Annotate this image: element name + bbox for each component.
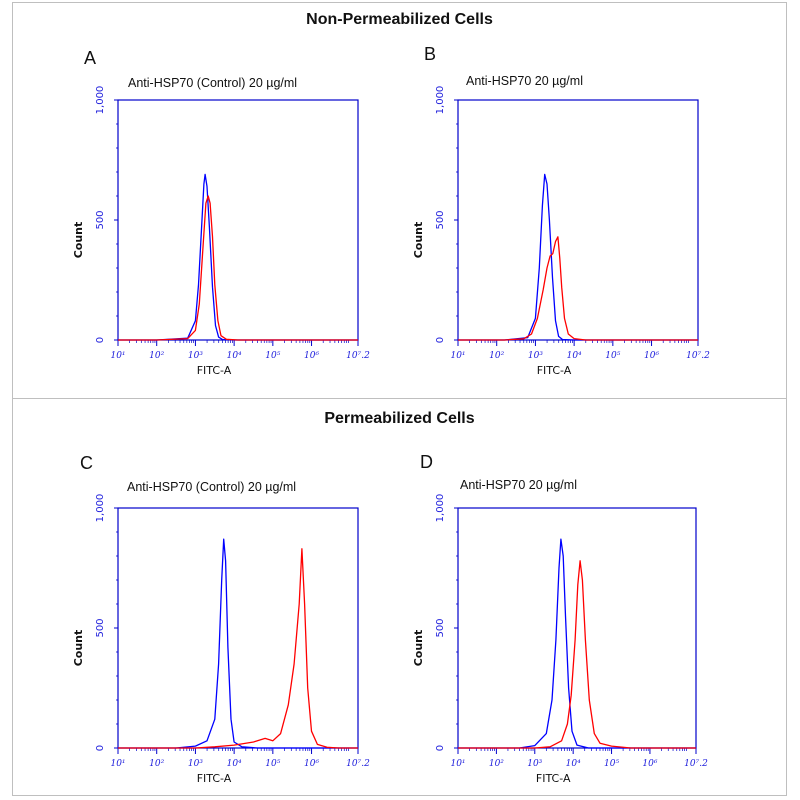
x-tick-label: 10⁵ bbox=[604, 759, 619, 769]
x-axis-label: FITC-A bbox=[536, 772, 571, 785]
section-title: Permeabilized Cells bbox=[324, 410, 475, 427]
panel-letter: B bbox=[424, 44, 437, 64]
plot-frame bbox=[457, 99, 699, 341]
panel-label: Anti-HSP70 20 µg/ml bbox=[460, 478, 577, 492]
x-tick-label: 10¹ bbox=[110, 351, 125, 361]
x-tick-label: 10⁷.2 bbox=[346, 759, 370, 769]
histogram-plot-c: 0 500 1,000 10¹ 10² 10³ 10⁴ 10⁵ 10⁶ 10⁷.2 FITC-A Co… bbox=[72, 494, 370, 785]
x-tick-label: 10¹ bbox=[110, 759, 125, 769]
y-tick-label: 500 bbox=[95, 618, 106, 637]
y-tick-label: 0 bbox=[435, 745, 446, 751]
x-axis-label: FITC-A bbox=[537, 364, 572, 377]
x-tick-label: 10⁶ bbox=[642, 759, 657, 769]
x-tick-label: 10² bbox=[489, 759, 504, 769]
antibody-histogram-line bbox=[458, 236, 698, 341]
x-tick-label: 10⁵ bbox=[265, 351, 280, 361]
section-permeabilized: Permeabilized Cells bbox=[12, 398, 787, 796]
control-histogram-line bbox=[458, 538, 696, 749]
y-tick-label: 1,000 bbox=[95, 86, 106, 115]
y-tick-label: 0 bbox=[95, 745, 106, 751]
x-tick-label: 10¹ bbox=[450, 351, 465, 361]
panel-letter: D bbox=[420, 452, 433, 472]
y-tick-label: 1,000 bbox=[95, 494, 106, 523]
panel-label: Anti-HSP70 (Control) 20 µg/ml bbox=[128, 76, 298, 90]
plot-frame bbox=[117, 99, 359, 341]
y-tick-label: 0 bbox=[435, 337, 446, 343]
antibody-histogram-line bbox=[118, 548, 358, 749]
x-tick-label: 10³ bbox=[527, 759, 542, 769]
x-tick-label: 10⁴ bbox=[227, 351, 242, 361]
antibody-histogram-line bbox=[118, 195, 358, 341]
y-axis-label: Count bbox=[412, 222, 425, 259]
y-tick-label: 500 bbox=[435, 210, 446, 229]
x-axis-label: FITC-A bbox=[197, 364, 232, 377]
y-axis-label: Count bbox=[412, 630, 425, 667]
control-histogram-line bbox=[118, 538, 358, 749]
histogram-plot-b: 0 500 1,000 10¹ 10² 10³ 10⁴ 10⁵ 10⁶ 10⁷.2 FITC-A Co… bbox=[412, 86, 710, 377]
x-tick-label: 10² bbox=[149, 351, 164, 361]
x-tick-label: 10² bbox=[149, 759, 164, 769]
y-tick-label: 1,000 bbox=[435, 86, 446, 115]
x-tick-label: 10⁷.2 bbox=[686, 351, 710, 361]
x-tick-label: 10⁴ bbox=[567, 351, 582, 361]
y-tick-label: 500 bbox=[95, 210, 106, 229]
x-tick-label: 10⁴ bbox=[566, 759, 581, 769]
x-tick-label: 10⁶ bbox=[304, 759, 319, 769]
histogram-plot-d: 0 500 1,000 10¹ 10² 10³ 10⁴ 10⁵ 10⁶ 10⁷.2 FITC-A Co… bbox=[412, 494, 708, 785]
x-tick-label: 10³ bbox=[188, 759, 203, 769]
panel-letter: C bbox=[80, 453, 93, 473]
plot-frame bbox=[117, 507, 359, 749]
histogram-plot-a: 0 500 1,000 10¹ 10² 10³ 10⁴ 10⁵ 10⁶ 10⁷.2 FITC-A Co… bbox=[72, 86, 370, 377]
antibody-histogram-line bbox=[458, 560, 696, 749]
panel-label: Anti-HSP70 (Control) 20 µg/ml bbox=[127, 480, 297, 494]
x-tick-label: 10³ bbox=[528, 351, 543, 361]
x-tick-label: 10⁴ bbox=[227, 759, 242, 769]
x-tick-label: 10¹ bbox=[450, 759, 465, 769]
control-histogram-line bbox=[458, 173, 698, 341]
section-title: Non-Permeabilized Cells bbox=[306, 11, 493, 28]
y-axis-label: Count bbox=[72, 222, 85, 259]
panel-letter: A bbox=[84, 48, 97, 68]
section-non-permeabilized: Non-Permeabilized Cells bbox=[12, 2, 787, 399]
x-tick-label: 10⁵ bbox=[605, 351, 620, 361]
panel-label: Anti-HSP70 20 µg/ml bbox=[466, 74, 583, 88]
x-axis-label: FITC-A bbox=[197, 772, 232, 785]
y-tick-label: 500 bbox=[435, 618, 446, 637]
y-tick-label: 0 bbox=[95, 337, 106, 343]
x-tick-label: 10⁵ bbox=[265, 759, 280, 769]
x-tick-label: 10⁶ bbox=[304, 351, 319, 361]
x-tick-label: 10⁷.2 bbox=[346, 351, 370, 361]
x-tick-label: 10² bbox=[489, 351, 504, 361]
x-tick-label: 10³ bbox=[188, 351, 203, 361]
plot-frame bbox=[457, 507, 697, 749]
control-histogram-line bbox=[118, 173, 358, 341]
x-tick-label: 10⁶ bbox=[644, 351, 659, 361]
y-tick-label: 1,000 bbox=[435, 494, 446, 523]
x-tick-label: 10⁷.2 bbox=[684, 759, 708, 769]
y-axis-label: Count bbox=[72, 630, 85, 667]
